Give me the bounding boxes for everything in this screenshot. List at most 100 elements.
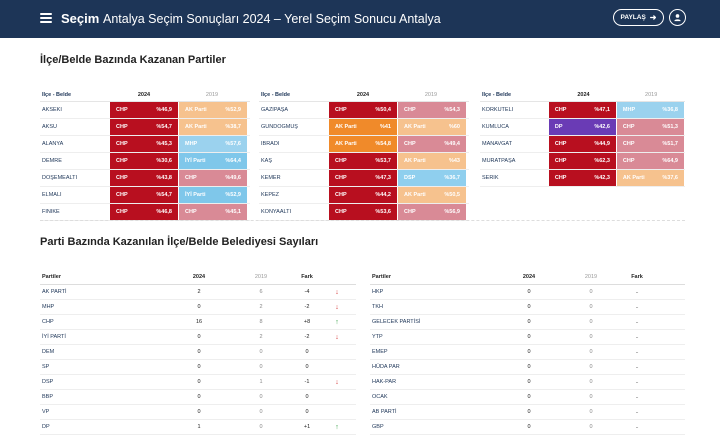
- district-name[interactable]: İBRADI: [261, 141, 280, 147]
- vote-share: %36,7: [444, 175, 460, 181]
- party-name[interactable]: DP: [42, 424, 50, 430]
- table-row[interactable]: ALANYA CHP %45,3 MHP %57,6: [40, 136, 250, 153]
- table-row[interactable]: MHP 0 2 -2 ↓: [40, 300, 356, 315]
- share-button[interactable]: PAYLAŞ ➜: [613, 9, 664, 26]
- table-row[interactable]: SERİK CHP %42,3 AK Parti %37,6: [480, 170, 685, 187]
- table-row[interactable]: AKSEKİ CHP %46,9 AK Parti %52,9: [40, 102, 250, 119]
- table-row[interactable]: DEM 0 0 0: [40, 345, 356, 360]
- count-2019: 2: [259, 334, 263, 340]
- party-name: CHP: [335, 175, 347, 181]
- vote-share: %38,7: [225, 124, 241, 130]
- vote-share: %60: [448, 124, 460, 130]
- table-row[interactable]: OCAK 0 0..: [370, 390, 685, 405]
- party-name[interactable]: SP: [42, 364, 50, 370]
- party-name[interactable]: GELECEK PARTİSİ: [372, 319, 421, 325]
- table-row[interactable]: AKSU CHP %54,7 AK Parti %38,7: [40, 119, 250, 136]
- table-row[interactable]: MANAVGAT CHP %44,9 CHP %51,7: [480, 136, 685, 153]
- district-name[interactable]: KEMER: [261, 175, 281, 181]
- district-name[interactable]: KUMLUCA: [482, 124, 509, 130]
- district-name[interactable]: KEPEZ: [261, 192, 280, 198]
- party-name[interactable]: OCAK: [372, 394, 388, 400]
- brand-logo[interactable]: Seçim: [61, 11, 100, 26]
- party-name[interactable]: VP: [42, 409, 50, 415]
- table-row[interactable]: YTP 0 0..: [370, 330, 685, 345]
- table-row[interactable]: HÜDA PAR 0 0..: [370, 360, 685, 375]
- table-row[interactable]: MURATPAŞA CHP %62,3 CHP %64,9: [480, 153, 685, 170]
- party-name: İYİ Parti: [185, 158, 206, 164]
- district-name[interactable]: DEMRE: [42, 158, 62, 164]
- vote-share: %46,9: [156, 107, 172, 113]
- party-name[interactable]: BBP: [42, 394, 54, 400]
- party-name[interactable]: GBP: [372, 424, 384, 430]
- table-row[interactable]: KORKUTELİ CHP %47,1 MHP %36,8: [480, 102, 685, 119]
- hamburger-menu-icon[interactable]: [40, 13, 52, 23]
- table-row[interactable]: EMEP 0 0..: [370, 345, 685, 360]
- district-name[interactable]: MURATPAŞA: [482, 158, 516, 164]
- party-name[interactable]: CHP: [42, 319, 54, 325]
- table-row[interactable]: BBP 0 0 0: [40, 390, 356, 405]
- party-name[interactable]: YTP: [372, 334, 383, 340]
- district-name[interactable]: SERİK: [482, 175, 499, 181]
- party-name[interactable]: MHP: [42, 304, 55, 310]
- table-row[interactable]: TKH 0 0..: [370, 300, 685, 315]
- table-row[interactable]: İYİ PARTİ 0 2 -2 ↓: [40, 330, 356, 345]
- table-header: İlçe - Belde 2024 2019: [40, 88, 250, 102]
- party-name[interactable]: HKP: [372, 289, 384, 295]
- table-row[interactable]: KAŞ CHP %53,7 AK Parti %43: [259, 153, 469, 170]
- party-name[interactable]: DSP: [42, 379, 54, 385]
- party-name[interactable]: TKH: [372, 304, 383, 310]
- district-name[interactable]: AKSEKİ: [42, 107, 62, 113]
- party-name[interactable]: HÜDA PAR: [372, 364, 400, 370]
- table-row[interactable]: SP 0 0 0: [40, 360, 356, 375]
- district-name[interactable]: KAŞ: [261, 158, 273, 164]
- vote-share: %30,6: [156, 158, 172, 164]
- table-row[interactable]: FİNİKE CHP %46,8 CHP %45,1: [40, 204, 250, 221]
- table-row[interactable]: KEMER CHP %47,3 DSP %36,7: [259, 170, 469, 187]
- table-row[interactable]: HKP 0 0..: [370, 285, 685, 300]
- district-name[interactable]: FİNİKE: [42, 209, 60, 215]
- party-name[interactable]: AB PARTİ: [372, 409, 397, 415]
- user-icon[interactable]: [669, 9, 686, 26]
- district-name[interactable]: GAZİPAŞA: [261, 107, 289, 113]
- party-name[interactable]: EMEP: [372, 349, 388, 355]
- table-row[interactable]: AB PARTİ 0 0..: [370, 405, 685, 420]
- table-row[interactable]: DP 1 0 +1 ↑: [40, 420, 356, 435]
- district-name[interactable]: ALANYA: [42, 141, 64, 147]
- party-name[interactable]: DEM: [42, 349, 55, 355]
- table-row[interactable]: KEPEZ CHP %44,2 AK Parti %50,5: [259, 187, 469, 204]
- table-row[interactable]: DEMRE CHP %30,6 İYİ Parti %64,4: [40, 153, 250, 170]
- table-row[interactable]: GAZİPAŞA CHP %50,4 CHP %54,3: [259, 102, 469, 119]
- count-difference: ..: [635, 364, 639, 370]
- district-name[interactable]: KONYAALTI: [261, 209, 292, 215]
- party-name[interactable]: AK PARTİ: [42, 289, 67, 295]
- table-row[interactable]: DÖŞEMEALTI CHP %43,8 CHP %49,6: [40, 170, 250, 187]
- table-row[interactable]: HAK-PAR 0 0..: [370, 375, 685, 390]
- table-row[interactable]: CHP 16 8 +8 ↑: [40, 315, 356, 330]
- result-2019-cell: MHP %36,8: [616, 102, 684, 118]
- district-name[interactable]: AKSU: [42, 124, 57, 130]
- table-row[interactable]: ELMALI CHP %54,7 İYİ Parti %52,9: [40, 187, 250, 204]
- district-name[interactable]: GÜNDOĞMUŞ: [261, 124, 298, 130]
- table-row[interactable]: KONYAALTI CHP %53,6 CHP %56,9: [259, 204, 469, 221]
- table-row[interactable]: GBP 0 0..: [370, 420, 685, 435]
- district-name[interactable]: DÖŞEMEALTI: [42, 175, 78, 181]
- party-name[interactable]: İYİ PARTİ: [42, 334, 66, 340]
- table-row[interactable]: İBRADI AK Parti %54,8 CHP %49,4: [259, 136, 469, 153]
- table-row[interactable]: GÜNDOĞMUŞ AK Parti %41 AK Parti %60: [259, 119, 469, 136]
- table-row[interactable]: KUMLUCA DP %42,6 CHP %51,3: [480, 119, 685, 136]
- top-bar: Seçim Antalya Seçim Sonuçları 2024 – Yer…: [0, 0, 720, 38]
- party-name[interactable]: HAK-PAR: [372, 379, 397, 385]
- table-row[interactable]: DSP 0 1 -1 ↓: [40, 375, 356, 390]
- table-row[interactable]: AK PARTİ 2 6 -4 ↓: [40, 285, 356, 300]
- district-name[interactable]: KORKUTELİ: [482, 107, 514, 113]
- district-name[interactable]: ELMALI: [42, 192, 62, 198]
- vote-share: %64,9: [662, 158, 678, 164]
- column-header-fark: Fark: [631, 273, 643, 280]
- district-name[interactable]: MANAVGAT: [482, 141, 513, 147]
- result-2024-cell: CHP %44,9: [548, 136, 616, 152]
- table-row[interactable]: GELECEK PARTİSİ 0 0..: [370, 315, 685, 330]
- column-header-2024: 2024: [356, 91, 370, 98]
- count-difference: +1: [303, 424, 311, 430]
- table-row[interactable]: VP 0 0 0: [40, 405, 356, 420]
- result-2024-cell: CHP %47,3: [329, 170, 397, 186]
